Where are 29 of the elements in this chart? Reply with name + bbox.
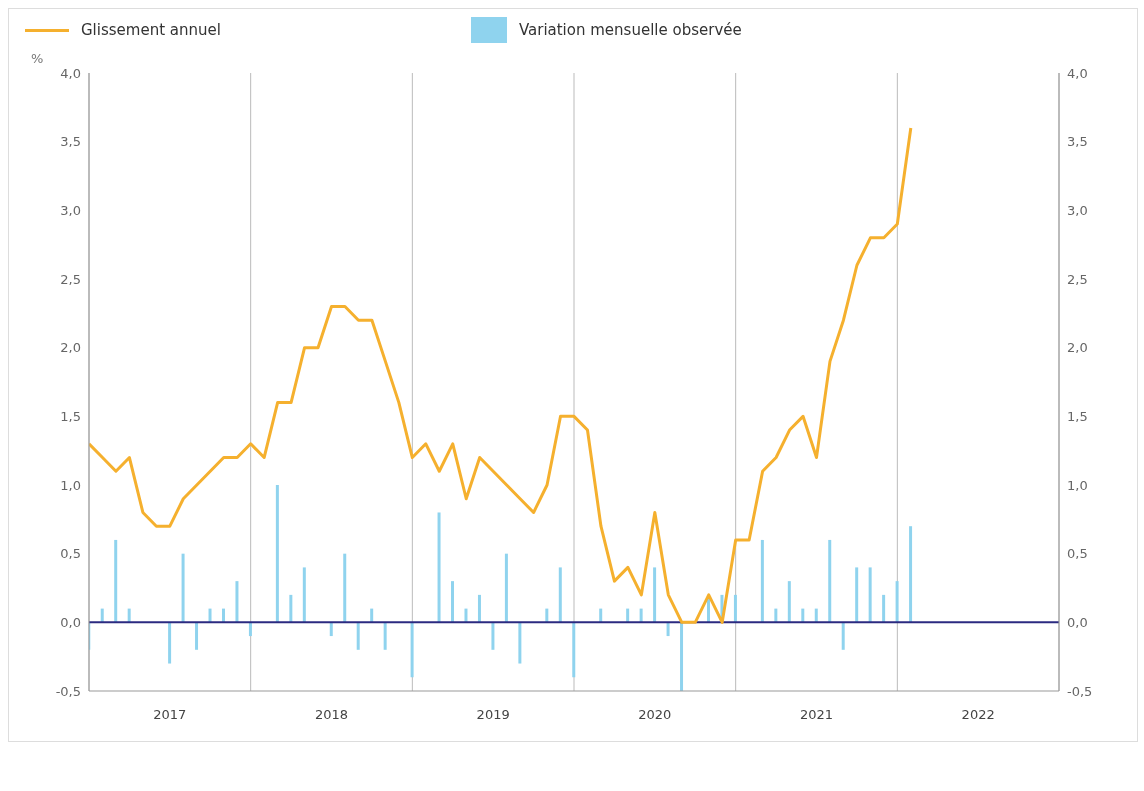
y2-tick-label: 1,0 <box>1067 477 1088 493</box>
y2-tick-label: 3,5 <box>1067 134 1088 150</box>
x-tick-label: 2021 <box>799 707 834 722</box>
y-tick-label: 2,5 <box>60 271 81 287</box>
y2-tick-label: 1,5 <box>1067 408 1088 424</box>
y-tick-label: 4,0 <box>60 65 81 81</box>
y2-tick-label: 0,0 <box>1067 614 1088 630</box>
y-tick-label: 3,5 <box>60 134 81 150</box>
y-tick-label: 0,5 <box>60 546 81 562</box>
x-tick-label: 2017 <box>153 707 187 722</box>
y2-tick-label: 0,5 <box>1067 546 1088 562</box>
y-tick-label: 0,0 <box>60 614 81 630</box>
legend-label: Variation mensuelle observée <box>518 21 742 39</box>
y2-tick-label: 3,0 <box>1067 202 1088 218</box>
x-tick-label: 2019 <box>476 707 510 722</box>
legend-label: Glissement annuel <box>81 21 221 39</box>
y2-tick-label: 2,0 <box>1067 340 1088 356</box>
y-tick-label: 3,0 <box>60 202 81 218</box>
x-tick-label: 2018 <box>314 707 349 722</box>
y-tick-label: 1,0 <box>60 477 81 493</box>
y2-tick-label: 4,0 <box>1067 65 1088 81</box>
y-tick-label: 1,5 <box>60 408 81 424</box>
y-axis-title: % <box>31 51 44 66</box>
y2-tick-label: -0,5 <box>1067 683 1093 699</box>
y2-tick-label: 2,5 <box>1067 271 1088 287</box>
y-tick-label: -0,5 <box>55 683 81 699</box>
x-tick-label: 2020 <box>638 707 672 722</box>
y-tick-label: 2,0 <box>60 340 81 356</box>
x-tick-label: 2022 <box>961 707 995 722</box>
